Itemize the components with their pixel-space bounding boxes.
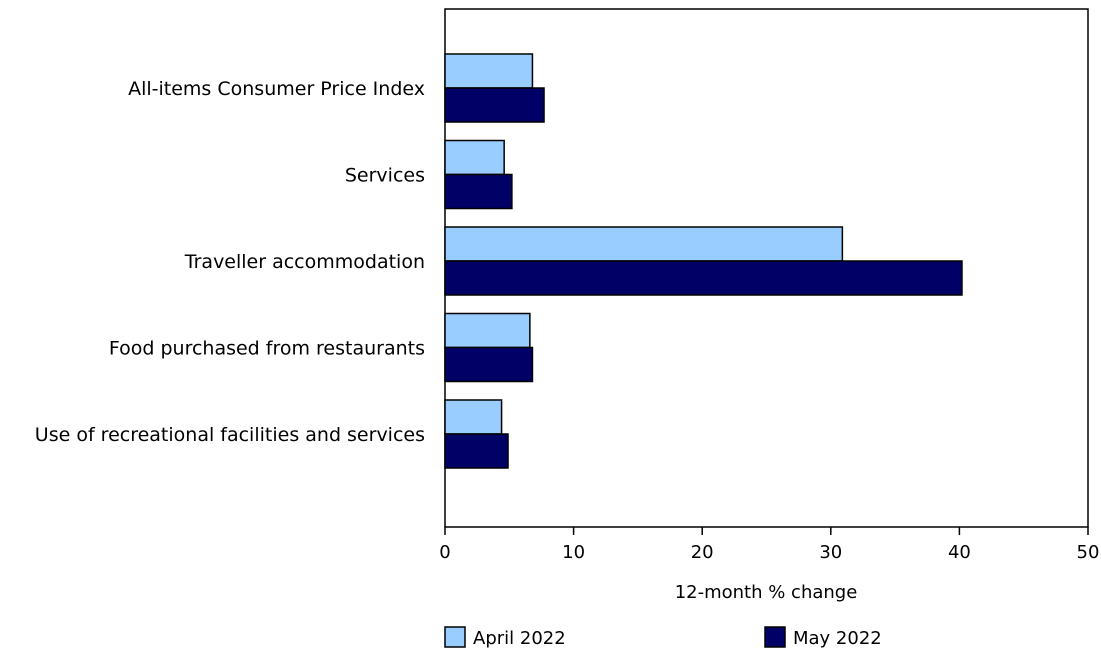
x-tick-label: 10 bbox=[562, 542, 585, 563]
x-tick-label: 20 bbox=[691, 542, 714, 563]
bars-group bbox=[444, 53, 963, 469]
x-axis-title: 12-month % change bbox=[675, 582, 858, 603]
bar-may-2 bbox=[444, 260, 963, 296]
x-tick-label: 40 bbox=[948, 542, 971, 563]
bar-april-1 bbox=[444, 139, 505, 176]
category-label: All-items Consumer Price Index bbox=[128, 78, 425, 100]
category-label: Use of recreational facilities and servi… bbox=[35, 424, 425, 446]
bar-may-3 bbox=[444, 346, 534, 383]
bar-april-4 bbox=[444, 399, 503, 435]
bar-may-0 bbox=[444, 87, 545, 123]
bar-may-4 bbox=[444, 433, 509, 469]
bar-april-0 bbox=[444, 53, 534, 89]
x-tick-label: 50 bbox=[1077, 542, 1100, 563]
legend: April 2022 May 2022 bbox=[444, 626, 882, 649]
category-labels: All-items Consumer Price Index Services Tr… bbox=[35, 78, 425, 446]
bar-april-2 bbox=[444, 226, 844, 262]
category-label: Traveller accommodation bbox=[184, 251, 425, 273]
x-tick-label: 30 bbox=[819, 542, 842, 563]
legend-label-april: April 2022 bbox=[473, 628, 566, 649]
category-label: Services bbox=[345, 165, 425, 187]
legend-label-may: May 2022 bbox=[793, 628, 882, 649]
bar-april-3 bbox=[444, 312, 531, 349]
x-tick-label: 0 bbox=[439, 542, 450, 563]
legend-swatch-april bbox=[444, 626, 466, 648]
legend-swatch-may bbox=[764, 626, 786, 648]
x-axis-ticks: 0 10 20 30 40 50 bbox=[439, 527, 1099, 563]
category-label: Food purchased from restaurants bbox=[109, 338, 425, 360]
bar-may-1 bbox=[444, 173, 513, 210]
